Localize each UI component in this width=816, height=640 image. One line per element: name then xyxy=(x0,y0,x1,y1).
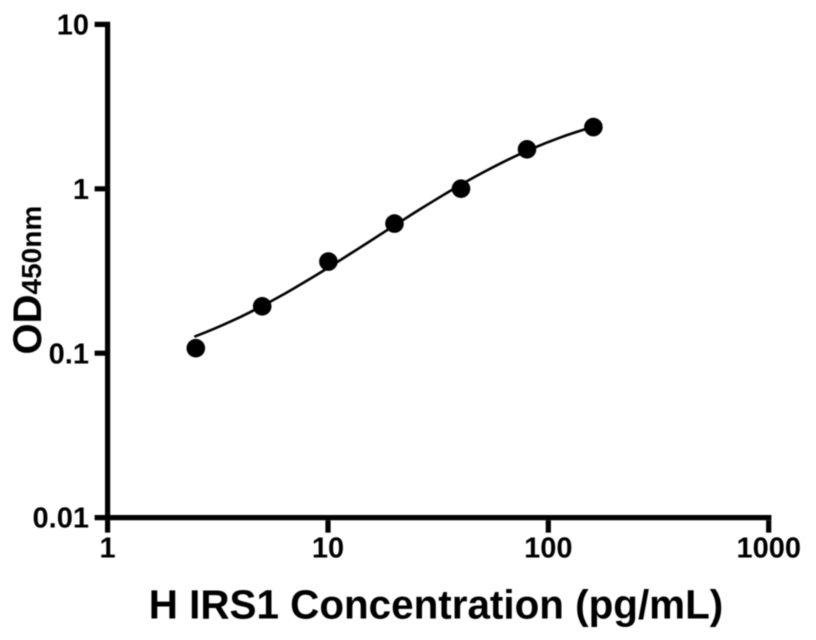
svg-text:1: 1 xyxy=(73,174,89,206)
svg-text:1: 1 xyxy=(100,533,116,565)
svg-text:10: 10 xyxy=(57,9,89,41)
svg-text:0.1: 0.1 xyxy=(49,339,89,371)
svg-text:0.01: 0.01 xyxy=(33,503,89,535)
svg-text:10: 10 xyxy=(312,533,344,565)
svg-text:H IRS1 Concentration (pg/mL): H IRS1 Concentration (pg/mL) xyxy=(149,582,723,628)
svg-text:1000: 1000 xyxy=(736,533,801,565)
svg-text:100: 100 xyxy=(524,533,572,565)
svg-text:OD450nm: OD450nm xyxy=(6,206,50,355)
